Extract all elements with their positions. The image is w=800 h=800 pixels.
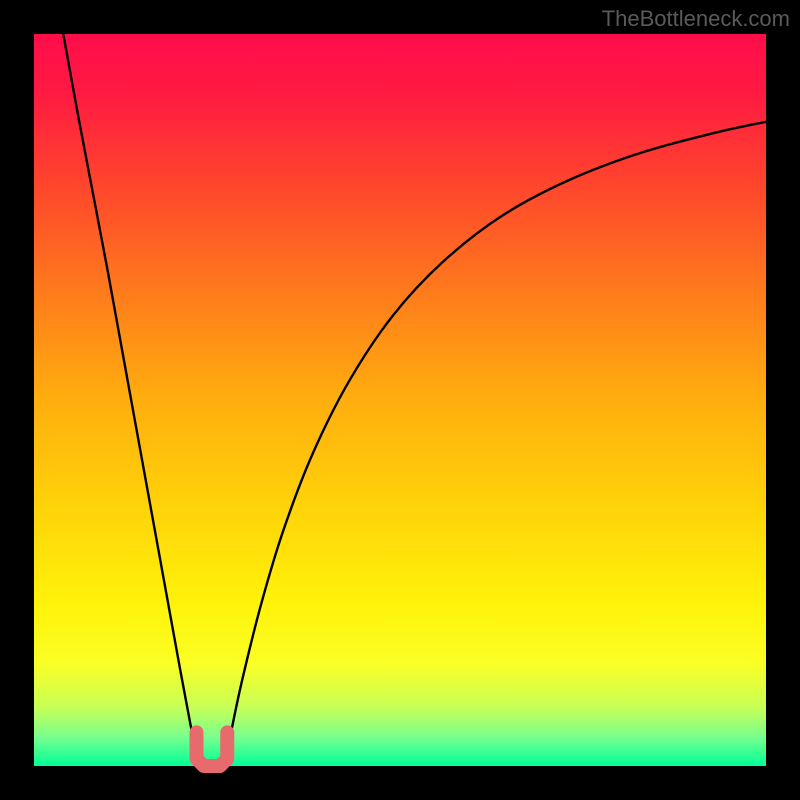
bottleneck-curve-chart (0, 0, 800, 800)
watermark-text: TheBottleneck.com (602, 6, 790, 32)
chart-container: TheBottleneck.com (0, 0, 800, 800)
plot-background-gradient (34, 34, 766, 766)
